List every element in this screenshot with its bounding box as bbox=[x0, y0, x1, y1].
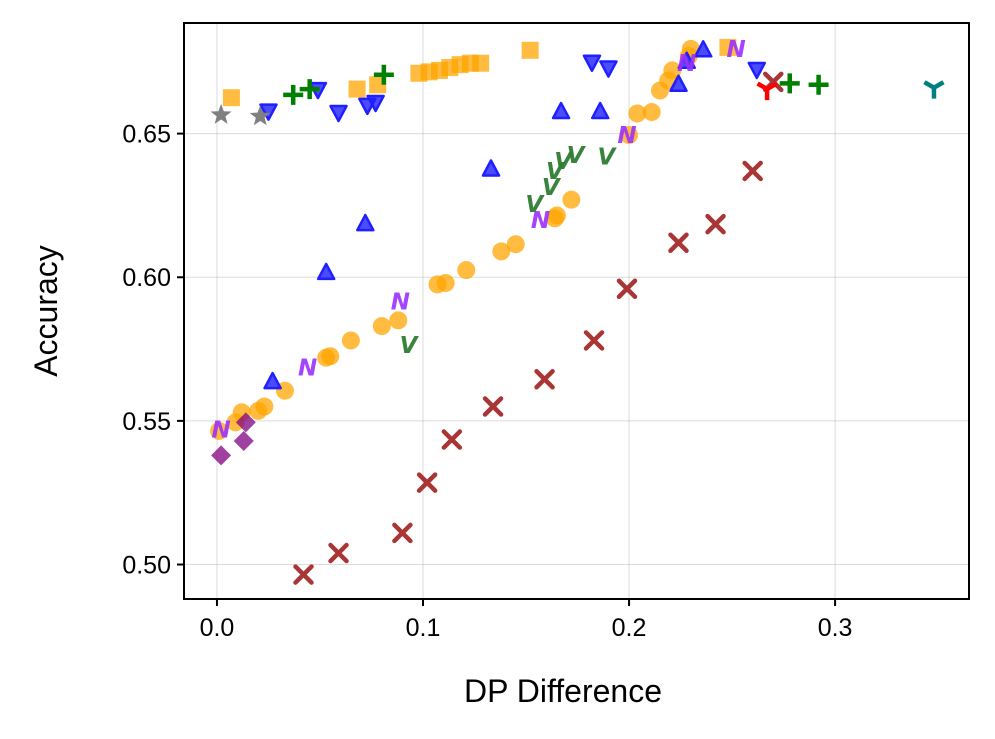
orange-circle-point bbox=[255, 397, 274, 416]
x-tick-label: 0.2 bbox=[612, 614, 647, 642]
orange-square-point bbox=[472, 54, 490, 72]
green-plus-point bbox=[373, 64, 394, 85]
green-plus-point bbox=[808, 74, 829, 95]
gray-star-point bbox=[210, 103, 232, 124]
brown-x-point bbox=[742, 160, 763, 182]
orange-circle-point bbox=[628, 104, 647, 123]
y-axis-title: Accuracy bbox=[28, 245, 64, 377]
brown-x-point bbox=[416, 472, 438, 493]
brown-x-point bbox=[534, 368, 555, 390]
orange-circle-point bbox=[372, 317, 391, 336]
orange-circle-point bbox=[457, 261, 476, 280]
green-V-point: V bbox=[554, 149, 574, 175]
axis-ticks: 0.0 0.1 0.2 0.3 0.50 0.55 0.60 0.65 bbox=[122, 121, 852, 642]
brown-x-point bbox=[668, 232, 689, 254]
x-tick-label: 0.0 bbox=[200, 614, 235, 642]
blue-triangle-down-point bbox=[582, 54, 602, 73]
blue-triangle-down-point bbox=[366, 94, 385, 113]
blue-triangle-up-point bbox=[677, 51, 696, 70]
orange-circle-point bbox=[436, 273, 455, 292]
x-axis-title: DP Difference bbox=[464, 673, 662, 709]
brown-x-point bbox=[583, 330, 605, 351]
orange-square-point bbox=[222, 89, 240, 107]
blue-triangle-up-point bbox=[551, 101, 571, 120]
blue-triangle-down-point bbox=[747, 61, 767, 80]
brown-x-point bbox=[392, 522, 413, 544]
brown-x-point bbox=[616, 278, 638, 299]
purple-diamond-point bbox=[233, 430, 254, 451]
orange-circle-point bbox=[341, 331, 360, 350]
green-plus-point bbox=[779, 73, 800, 94]
blue-triangle-up-point bbox=[263, 371, 282, 390]
green-V-point: V bbox=[525, 192, 545, 218]
y-tick-label: 0.65 bbox=[122, 121, 171, 149]
green-V-point: V bbox=[400, 333, 420, 359]
blue-triangle-down-point bbox=[259, 103, 278, 121]
purple-N-point: N bbox=[211, 418, 230, 444]
brown-x-point bbox=[705, 213, 726, 235]
purple-N-point: N bbox=[298, 356, 317, 382]
orange-square-point bbox=[521, 41, 539, 59]
brown-x-point bbox=[328, 542, 349, 564]
x-tick-label: 0.3 bbox=[818, 614, 853, 642]
blue-triangle-up-point bbox=[669, 74, 688, 93]
purple-N-point: N bbox=[617, 123, 636, 149]
orange-square-point bbox=[348, 80, 366, 98]
blue-triangle-up-point bbox=[481, 159, 501, 177]
brown-x-point bbox=[293, 564, 314, 585]
orange-circle-point bbox=[547, 206, 566, 225]
green-plus-point bbox=[283, 84, 304, 105]
orange-square-point bbox=[719, 38, 737, 56]
purple-N-point: N bbox=[677, 51, 696, 77]
teal-tri-down-point bbox=[923, 80, 945, 99]
brown-x-point bbox=[441, 429, 463, 450]
blue-triangle-up-point bbox=[316, 262, 336, 281]
green-V-point: V bbox=[597, 145, 617, 171]
plot-frame bbox=[183, 22, 970, 600]
y-tick-label: 0.60 bbox=[122, 264, 171, 292]
blue-triangle-up-point bbox=[356, 213, 375, 232]
blue-triangle-up-point bbox=[590, 101, 610, 120]
orange-circle-point bbox=[321, 347, 340, 366]
y-tick-label: 0.50 bbox=[122, 552, 171, 580]
purple-N-point: N bbox=[531, 208, 550, 234]
y-tick-label: 0.55 bbox=[122, 408, 171, 436]
purple-diamond-point bbox=[211, 445, 232, 466]
orange-circle-point bbox=[562, 190, 581, 209]
blue-triangle-up-point bbox=[693, 40, 713, 58]
orange-circle-point bbox=[389, 311, 408, 330]
green-plus-point bbox=[299, 79, 320, 100]
green-V-point: V bbox=[567, 143, 587, 169]
green-V-point: V bbox=[542, 175, 562, 201]
x-tick-label: 0.1 bbox=[406, 614, 441, 642]
red-tri-down-point bbox=[756, 81, 778, 101]
purple-N-point: N bbox=[727, 37, 746, 63]
blue-triangle-down-point bbox=[329, 104, 348, 123]
brown-x-point bbox=[482, 396, 504, 417]
green-V-point: V bbox=[546, 159, 566, 185]
orange-circle-point bbox=[492, 242, 511, 261]
orange-circle-point bbox=[663, 61, 682, 80]
orange-circle-point bbox=[620, 126, 639, 145]
blue-triangle-down-point bbox=[599, 60, 618, 78]
orange-circle-point bbox=[642, 103, 661, 122]
orange-circle-point bbox=[506, 235, 525, 254]
purple-diamond-point bbox=[235, 412, 256, 433]
orange-circle-point bbox=[210, 421, 229, 440]
gray-star-point bbox=[249, 105, 271, 126]
purple-N-point: N bbox=[391, 290, 410, 316]
